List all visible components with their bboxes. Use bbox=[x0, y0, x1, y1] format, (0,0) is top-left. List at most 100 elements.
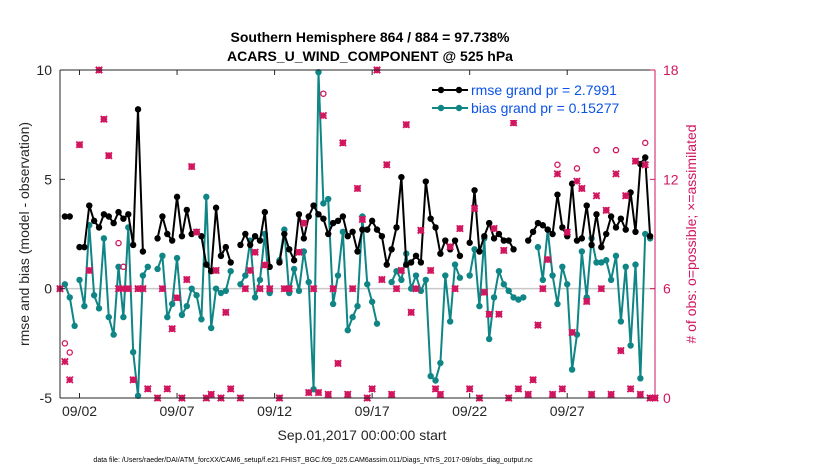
bias-point bbox=[466, 272, 473, 279]
rmse-point bbox=[607, 213, 615, 220]
bias-point bbox=[144, 263, 151, 270]
bias-point bbox=[325, 195, 332, 203]
rmse-point bbox=[334, 217, 342, 225]
bias-point bbox=[354, 302, 361, 310]
obs-assimilated-point bbox=[212, 266, 220, 275]
bias-point bbox=[622, 263, 629, 270]
rmse-point bbox=[593, 211, 600, 218]
rmse-point bbox=[476, 248, 483, 255]
rmse-point bbox=[578, 235, 586, 242]
chart-title-line-2: ACARS_U_WIND_COMPONENT @ 525 hPa bbox=[227, 48, 513, 64]
legend-rmse-label: rmse grand pr = 2.7991 bbox=[471, 82, 617, 98]
bias-point bbox=[398, 276, 405, 284]
bias-point bbox=[81, 302, 88, 310]
rmse-point bbox=[242, 230, 249, 238]
rmse-point bbox=[490, 235, 498, 242]
obs-assimilated-point bbox=[100, 115, 108, 124]
rmse-point bbox=[66, 213, 73, 220]
rmse-point bbox=[320, 215, 327, 222]
rmse-point bbox=[417, 259, 425, 266]
bias-point bbox=[612, 252, 620, 260]
bias-point bbox=[520, 294, 527, 301]
obs-assimilated-point bbox=[319, 111, 328, 120]
obs-assimilated-point bbox=[65, 375, 74, 384]
y-right-tick-label: 18 bbox=[663, 62, 679, 78]
y-right-tick-label: 12 bbox=[663, 171, 679, 187]
rmse-point bbox=[212, 204, 220, 211]
rmse-point bbox=[622, 226, 629, 233]
bias-point bbox=[437, 359, 444, 367]
rmse-point bbox=[403, 261, 410, 268]
rmse-point bbox=[466, 239, 473, 246]
obs-assimilated-point bbox=[309, 284, 318, 293]
rmse-point bbox=[247, 241, 254, 249]
obs-assimilated-point bbox=[602, 206, 611, 215]
rmse-point bbox=[534, 219, 542, 227]
rmse-point bbox=[368, 217, 376, 225]
rmse-point bbox=[125, 211, 132, 218]
bias-point bbox=[178, 311, 186, 319]
rmse-point bbox=[500, 237, 508, 244]
bias-point bbox=[310, 386, 317, 393]
bias-point bbox=[617, 318, 625, 325]
rmse-point bbox=[76, 243, 83, 251]
bias-point bbox=[203, 193, 210, 201]
rmse-point bbox=[251, 232, 259, 240]
obs-assimilated-point bbox=[456, 224, 464, 233]
rmse-point bbox=[422, 178, 429, 185]
obs-assimilated-point bbox=[295, 248, 303, 257]
obs-assimilated-point bbox=[358, 215, 367, 224]
rmse-point bbox=[115, 208, 122, 216]
bias-point bbox=[320, 200, 327, 207]
obs-assimilated-point bbox=[426, 266, 435, 275]
rmse-point bbox=[378, 232, 386, 240]
bias-point bbox=[578, 248, 586, 255]
obs-possible-point bbox=[554, 161, 561, 169]
rmse-point bbox=[617, 215, 625, 222]
bias-point bbox=[607, 276, 615, 284]
y-left-tick-label: 0 bbox=[44, 281, 52, 297]
bias-point bbox=[139, 272, 147, 279]
x-ticks: 09/02 09/07 09/12 09/17 09/22 09/27 bbox=[62, 70, 585, 419]
obs-assimilated-point bbox=[568, 328, 576, 337]
bias-point bbox=[505, 287, 512, 295]
bias-point bbox=[349, 313, 356, 321]
rmse-point bbox=[373, 226, 381, 233]
obs-assimilated-point bbox=[631, 157, 640, 165]
obs-assimilated-point bbox=[251, 248, 259, 257]
bias-point bbox=[564, 281, 571, 288]
obs-assimilated-point bbox=[524, 390, 533, 399]
bias-point bbox=[281, 226, 288, 233]
bias-point bbox=[100, 235, 108, 242]
bias-point bbox=[632, 261, 639, 268]
bias-point bbox=[105, 313, 112, 321]
bias-point bbox=[598, 259, 605, 266]
bias-point bbox=[603, 257, 610, 264]
y-right-tick-label: 6 bbox=[663, 281, 671, 297]
rmse-point bbox=[393, 224, 400, 231]
obs-assimilated-point bbox=[343, 390, 352, 399]
obs-assimilated-point bbox=[636, 390, 645, 399]
rmse-point bbox=[627, 189, 634, 196]
rmse-point bbox=[120, 215, 127, 222]
bias-point bbox=[500, 281, 508, 288]
bias-series bbox=[61, 68, 654, 400]
bias-point bbox=[422, 276, 429, 284]
rmse-point bbox=[495, 230, 503, 238]
bias-point bbox=[490, 294, 498, 301]
rmse-point bbox=[81, 243, 88, 251]
bias-point bbox=[164, 313, 171, 321]
obs-assimilated-point bbox=[241, 284, 250, 293]
obs-possible-point bbox=[593, 146, 600, 154]
obs-assimilated-point bbox=[158, 284, 167, 293]
obs-assimilated-point bbox=[495, 310, 503, 319]
obs-assimilated-point bbox=[490, 224, 498, 233]
rmse-point bbox=[139, 248, 147, 255]
rmse-point bbox=[256, 237, 264, 244]
legend: rmse grand pr = 2.7991 bias grand pr = 0… bbox=[424, 76, 652, 120]
rmse-point bbox=[339, 213, 347, 220]
rmse-point bbox=[261, 208, 269, 216]
bias-point bbox=[471, 246, 478, 253]
bias-point bbox=[173, 254, 181, 262]
